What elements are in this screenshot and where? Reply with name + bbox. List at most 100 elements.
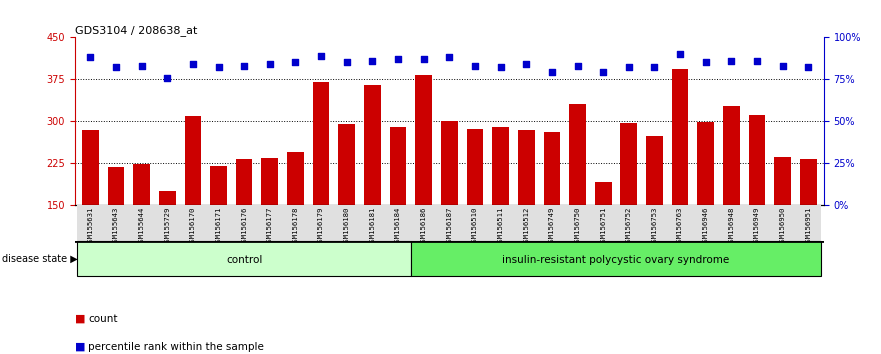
Text: GSM156177: GSM156177 [267,207,273,246]
Bar [287,152,304,289]
Text: GSM156950: GSM156950 [780,207,786,246]
Bar [411,241,821,276]
Point [211,64,226,70]
Bar [205,205,232,241]
Bar [389,127,406,289]
Text: disease state ▶: disease state ▶ [2,253,78,263]
Bar [359,205,385,241]
Text: GSM156179: GSM156179 [318,207,324,246]
Text: GSM156512: GSM156512 [523,207,529,246]
Bar [334,205,359,241]
Text: GSM156751: GSM156751 [600,207,606,246]
Bar [262,158,278,289]
Text: GSM156948: GSM156948 [729,207,735,246]
Bar [364,85,381,289]
Bar [590,205,616,241]
Text: GSM156187: GSM156187 [447,207,452,246]
Text: GSM156181: GSM156181 [369,207,375,246]
Point [109,64,123,70]
Point [775,63,789,69]
Bar [107,167,124,289]
Bar [154,205,180,241]
Bar [693,205,719,241]
Bar [620,124,637,289]
Point [468,63,482,69]
Text: GSM156180: GSM156180 [344,207,350,246]
Text: GSM156184: GSM156184 [395,207,401,246]
Bar [283,205,308,241]
Text: ■: ■ [75,314,85,324]
Bar [492,127,509,289]
Bar [719,205,744,241]
Text: GSM155644: GSM155644 [138,207,144,246]
Text: GSM156753: GSM156753 [651,207,657,246]
Bar [565,205,590,241]
Bar [82,130,99,289]
Bar [159,191,175,289]
Text: ■: ■ [75,342,85,352]
Bar [467,129,484,289]
Text: GSM156186: GSM156186 [420,207,426,246]
Bar [723,105,740,289]
Point [724,58,738,64]
Text: GSM155729: GSM155729 [164,207,170,246]
Bar [770,205,796,241]
Point [648,64,662,70]
Point [699,59,713,65]
Point [314,53,328,58]
Bar [211,166,226,289]
Bar [338,124,355,289]
Bar [800,159,817,289]
Text: GSM156763: GSM156763 [677,207,683,246]
Bar [488,205,514,241]
Point [571,63,585,69]
Bar [441,121,457,289]
Point [391,56,405,62]
Bar [463,205,488,241]
Bar [232,205,257,241]
Bar [514,205,539,241]
Point [673,51,687,57]
Bar [595,182,611,289]
Bar [180,205,205,241]
Text: GSM156949: GSM156949 [754,207,760,246]
Text: insulin-resistant polycystic ovary syndrome: insulin-resistant polycystic ovary syndr… [502,255,729,265]
Bar [518,130,535,289]
Bar [744,205,770,241]
Text: GSM156752: GSM156752 [626,207,632,246]
Bar [544,132,560,289]
Text: GSM156749: GSM156749 [549,207,555,246]
Bar [103,205,129,241]
Bar [385,205,411,241]
Point [802,64,816,70]
Bar [133,164,150,289]
Bar [616,205,641,241]
Text: GSM156750: GSM156750 [574,207,581,246]
Text: GSM156171: GSM156171 [216,207,221,246]
Point [442,55,456,60]
Point [596,70,611,75]
Bar [257,205,283,241]
Point [237,63,251,69]
Bar [672,69,688,289]
Text: control: control [226,255,263,265]
Point [186,61,200,67]
Bar [411,205,436,241]
Point [263,61,277,67]
Text: GDS3104 / 208638_at: GDS3104 / 208638_at [75,25,197,36]
Bar [796,205,821,241]
Text: GSM156511: GSM156511 [498,207,504,246]
Bar [698,122,714,289]
Point [519,61,533,67]
Text: count: count [88,314,117,324]
Text: GSM156510: GSM156510 [472,207,478,246]
Point [288,59,302,65]
Point [493,64,507,70]
Bar [774,156,791,289]
Text: GSM156176: GSM156176 [241,207,248,246]
Bar [129,205,154,241]
Bar [78,205,103,241]
Text: GSM155631: GSM155631 [87,207,93,246]
Bar [436,205,463,241]
Text: GSM156946: GSM156946 [703,207,709,246]
